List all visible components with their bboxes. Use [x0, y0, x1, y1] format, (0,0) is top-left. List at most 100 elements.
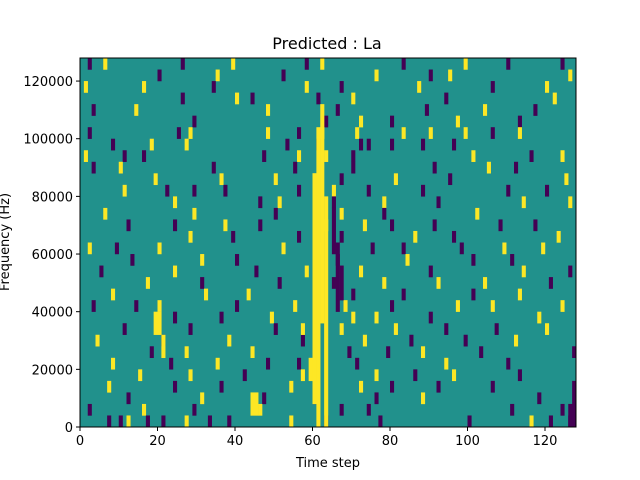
- heatmap-cell: [289, 415, 294, 428]
- heatmap-cell: [142, 150, 147, 162]
- x-tick-label: 80: [382, 434, 399, 449]
- heatmap-cell: [498, 219, 503, 232]
- heatmap-cell: [173, 311, 178, 324]
- heatmap-cell: [91, 300, 96, 312]
- heatmap-cell: [192, 403, 197, 416]
- heatmap-cell: [355, 127, 360, 139]
- heatmap-cell: [390, 115, 395, 128]
- heatmap-cell: [107, 380, 112, 393]
- heatmap-cell: [401, 288, 406, 301]
- heatmap-cell: [471, 254, 476, 266]
- heatmap-cell: [537, 392, 542, 405]
- heatmap-cell: [545, 81, 550, 93]
- heatmap-cell: [486, 161, 491, 174]
- heatmap-cell: [467, 415, 472, 428]
- heatmap-cell: [130, 254, 135, 266]
- heatmap-cell: [219, 173, 224, 186]
- heatmap-cell: [463, 127, 468, 139]
- heatmap-cell: [401, 127, 406, 139]
- heatmap-cell: [366, 184, 371, 197]
- heatmap-cell: [417, 81, 422, 93]
- heatmap-cell: [444, 357, 449, 370]
- heatmap-cell: [401, 58, 406, 70]
- heatmap-cell: [215, 69, 220, 82]
- heatmap-cell: [455, 300, 460, 312]
- y-tick-label: 0: [65, 421, 73, 436]
- heatmap-cell: [223, 219, 228, 232]
- x-tick-label: 60: [304, 434, 321, 449]
- heatmap-cell: [335, 242, 340, 312]
- heatmap-cell: [521, 196, 526, 209]
- heatmap-cell: [300, 369, 305, 382]
- heatmap-cell: [517, 115, 522, 128]
- heatmap-cell: [428, 69, 433, 82]
- heatmap-cell: [324, 115, 329, 128]
- heatmap-cell: [339, 230, 344, 243]
- heatmap-cell: [180, 58, 185, 70]
- heatmap-cell: [552, 92, 557, 105]
- x-tick-label: 120: [533, 434, 558, 449]
- heatmap-cell: [564, 173, 569, 186]
- heatmap-cell: [351, 161, 356, 174]
- heatmap-cell: [176, 127, 181, 139]
- heatmap-cell: [192, 115, 197, 128]
- heatmap-cell: [262, 150, 267, 162]
- heatmap-cell: [331, 184, 336, 197]
- heatmap-cell: [351, 311, 356, 324]
- heatmap-cell: [432, 161, 437, 174]
- heatmap-cell: [390, 219, 395, 232]
- heatmap-cell: [506, 58, 511, 70]
- heatmap-cell: [339, 403, 344, 416]
- heatmap-cell: [153, 311, 162, 335]
- heatmap-cell: [297, 230, 302, 243]
- x-tick-label: 40: [227, 434, 244, 449]
- heatmap-cell: [452, 138, 457, 151]
- heatmap-cell: [87, 58, 92, 70]
- heatmap-cell: [200, 254, 205, 266]
- heatmap-cell: [304, 81, 309, 93]
- heatmap-cell: [235, 300, 240, 312]
- heatmap-cell: [211, 81, 216, 93]
- heatmap-cell: [339, 81, 344, 93]
- x-tick-label: 20: [149, 434, 166, 449]
- heatmap-cell: [560, 150, 565, 162]
- heatmap-cell: [308, 357, 313, 382]
- heatmap-cell: [355, 357, 360, 370]
- x-axis-label: Time step: [295, 456, 360, 471]
- heatmap-cell: [235, 92, 240, 105]
- x-axis-ticks: 0 20 40 60 80 100 120: [76, 427, 558, 449]
- heatmap-cell: [421, 138, 426, 151]
- heatmap-cell: [99, 265, 104, 278]
- heatmap-cell: [572, 380, 577, 405]
- heatmap-cell: [219, 311, 224, 324]
- heatmap-cell: [386, 346, 391, 359]
- heatmap-cell: [339, 265, 344, 301]
- heatmap-cell: [359, 265, 364, 278]
- heatmap-cell: [297, 127, 302, 139]
- heatmap-cell: [390, 300, 395, 312]
- heatmap-cell: [529, 150, 534, 162]
- heatmap-cell: [169, 357, 174, 370]
- heatmap-cell: [463, 334, 468, 347]
- heatmap-cell: [250, 92, 255, 105]
- heatmap-cell: [157, 242, 162, 255]
- heatmap-cell: [459, 242, 464, 255]
- heatmap-cell: [297, 150, 302, 162]
- heatmap-cell: [545, 184, 550, 197]
- heatmap-cell: [390, 138, 395, 151]
- heatmap-cell: [548, 415, 553, 428]
- heatmap-cell: [242, 369, 247, 382]
- heatmap-cell: [351, 288, 356, 301]
- heatmap-cell: [428, 311, 433, 324]
- heatmap-cell: [490, 300, 495, 312]
- heatmap-cell: [475, 207, 480, 220]
- heatmap-cell: [235, 254, 240, 266]
- x-tick-label: 0: [76, 434, 84, 449]
- heatmap-cell: [366, 138, 371, 151]
- heatmap-cell: [184, 415, 189, 428]
- heatmap-cell: [490, 81, 495, 93]
- heatmap-cell: [223, 184, 228, 197]
- heatmap-cell: [122, 323, 127, 335]
- heatmap-cell: [281, 242, 286, 255]
- heatmap-cell: [300, 334, 305, 347]
